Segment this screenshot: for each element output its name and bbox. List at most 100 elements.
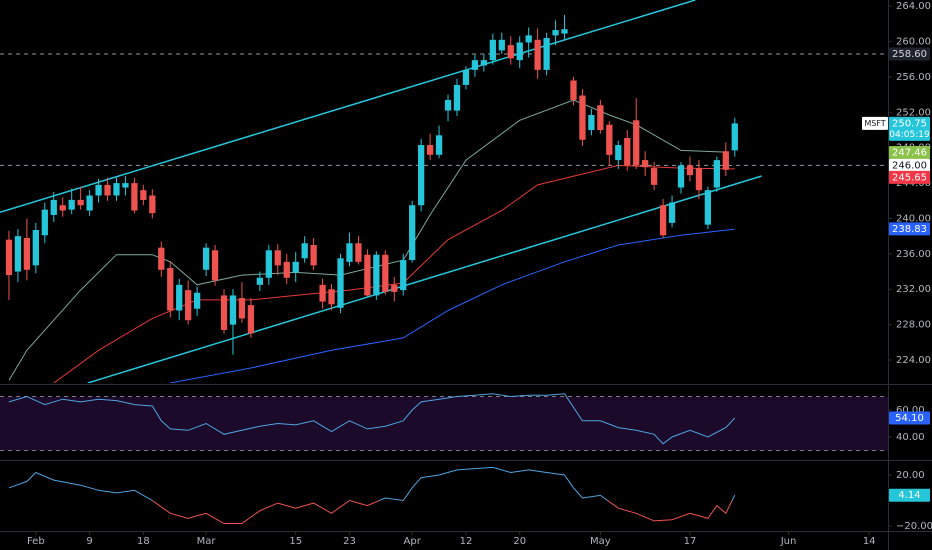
x-tick-label: 14	[863, 536, 876, 547]
price-tag	[889, 145, 930, 159]
candle-body	[579, 95, 586, 140]
candle-body	[158, 247, 165, 270]
candle-body	[713, 160, 720, 188]
trend-line	[0, 0, 696, 214]
candle-body	[615, 145, 622, 161]
candle-body	[543, 38, 550, 70]
candle-body	[229, 295, 237, 325]
value-tag	[889, 411, 930, 425]
candle-body	[86, 195, 93, 211]
candle-body	[202, 247, 210, 270]
candle-body	[561, 29, 568, 34]
x-tick-label: 17	[684, 536, 697, 547]
oscillator-line	[151, 500, 733, 524]
candle-body	[193, 292, 201, 309]
candle-body	[695, 168, 703, 191]
price-tag	[889, 116, 930, 141]
candle-body	[77, 199, 84, 206]
candle-body	[32, 229, 39, 266]
x-tick-label: Apr	[404, 536, 422, 547]
candle-body	[185, 290, 192, 321]
countdown: 04:05:19	[889, 130, 930, 140]
candle-body	[400, 260, 407, 291]
x-tick-label: May	[590, 536, 611, 547]
y-tick-label: 224.00	[896, 355, 931, 366]
candle-body	[552, 30, 559, 36]
price-tag-label: 247.46	[892, 147, 927, 158]
candle-body	[516, 42, 523, 61]
candle-body	[606, 124, 613, 155]
candle-body	[104, 184, 111, 196]
x-tick-label: Jun	[780, 536, 797, 547]
candle-body	[650, 168, 658, 185]
candle-body	[462, 69, 470, 85]
candle-body	[50, 199, 57, 215]
candle-body	[95, 184, 102, 196]
candle-body	[731, 123, 738, 151]
x-tick-label: Mar	[197, 536, 217, 547]
candle-body	[310, 245, 317, 266]
candle-body	[41, 209, 48, 236]
candle-body	[247, 305, 255, 334]
price-tag	[889, 222, 930, 236]
candle-body	[122, 183, 129, 188]
candle-body	[659, 205, 667, 236]
candle-body	[59, 205, 66, 211]
y-tick-label: 264.00	[896, 1, 931, 12]
candle-body	[444, 99, 452, 111]
candle-body	[534, 39, 541, 70]
candle-body	[220, 295, 228, 330]
candle-body	[149, 195, 156, 214]
x-tick-label: 12	[460, 536, 473, 547]
candle-body	[480, 60, 488, 66]
candle-body	[211, 250, 219, 281]
candle-body	[140, 190, 147, 200]
price-tag	[889, 158, 930, 172]
candle-body	[722, 151, 729, 170]
candle-body	[391, 284, 398, 292]
candle-body	[167, 268, 174, 311]
candle-body	[489, 39, 496, 61]
candle-body	[633, 120, 640, 166]
candle-body	[668, 202, 676, 223]
candle-body	[131, 183, 138, 211]
y-tick-label: 228.00	[896, 320, 931, 331]
y-tick-label: 20.00	[896, 470, 925, 481]
candle-body	[373, 254, 380, 296]
indicator-line	[8, 393, 736, 445]
price-tag-label: 238.83	[892, 224, 927, 235]
x-tick-label: 9	[86, 536, 92, 547]
candle-body	[337, 258, 344, 308]
candle-body	[525, 35, 532, 43]
candle-body	[588, 114, 595, 131]
y-tick-label: 252.00	[896, 107, 931, 118]
candle-body	[265, 250, 272, 278]
candle-body	[426, 145, 434, 155]
trend-line	[87, 175, 762, 383]
x-tick-label: 18	[137, 536, 150, 547]
candle-body	[418, 145, 425, 206]
price-tag-label: 258.60	[892, 49, 927, 60]
oscillator-line	[8, 466, 736, 501]
y-tick-label: 236.00	[896, 249, 931, 260]
candle-body	[507, 45, 514, 59]
candle-body	[5, 239, 13, 276]
candle-body	[642, 160, 649, 168]
candle-body	[256, 277, 263, 285]
y-tick-label: 260.00	[896, 37, 931, 48]
symbol-label: MSFT	[864, 119, 885, 128]
candle-body	[471, 60, 479, 70]
x-tick-label: 20	[513, 536, 526, 547]
y-tick-label: 60.00	[896, 405, 925, 416]
price-tag-label: 246.00	[892, 160, 927, 171]
candle-body	[238, 298, 246, 319]
candle-body	[301, 243, 308, 259]
candle-body	[570, 80, 577, 100]
candle-body	[292, 261, 299, 273]
candle-body	[68, 199, 75, 210]
x-tick-label: 15	[289, 536, 302, 547]
candle-body	[355, 243, 362, 262]
candle-body	[704, 190, 712, 225]
